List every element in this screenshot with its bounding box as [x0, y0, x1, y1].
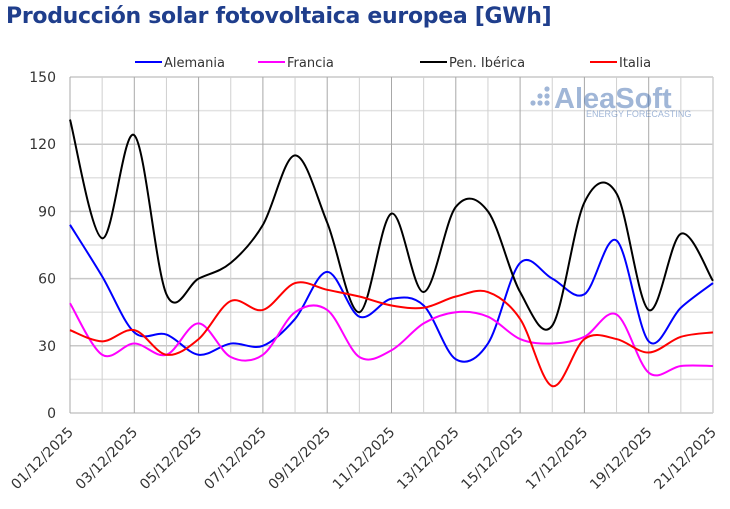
- x-tick-label: 11/12/2025: [330, 425, 398, 493]
- logo-dots-icon: [530, 86, 550, 106]
- y-tick-label: 90: [38, 204, 56, 220]
- x-tick-label: 13/12/2025: [394, 425, 462, 493]
- watermark-brand: AleaSoft: [554, 83, 672, 115]
- x-tick-label: 09/12/2025: [266, 425, 334, 493]
- y-axis: 0 30 60 90 120 150: [29, 70, 56, 422]
- y-tick-label: 60: [38, 272, 56, 288]
- watermark-tagline: ENERGY FORECASTING: [586, 109, 691, 119]
- x-tick-label: 05/12/2025: [137, 425, 205, 493]
- x-axis: 01/12/202503/12/202505/12/202507/12/2025…: [8, 425, 719, 493]
- y-tick-label: 120: [29, 137, 56, 153]
- series-line-pen-ibérica: [69, 119, 714, 331]
- y-tick-label: 150: [29, 70, 56, 86]
- x-tick-label: 19/12/2025: [587, 425, 655, 493]
- legend: Alemania Francia Pen. Ibérica Italia: [135, 56, 651, 71]
- legend-label: Pen. Ibérica: [449, 56, 525, 71]
- y-tick-label: 30: [38, 339, 56, 355]
- legend-label: Italia: [619, 56, 651, 71]
- x-tick-label: 07/12/2025: [201, 425, 269, 493]
- x-tick-label: 17/12/2025: [523, 425, 591, 493]
- x-tick-label: 15/12/2025: [459, 425, 527, 493]
- x-tick-label: 03/12/2025: [73, 425, 141, 493]
- x-tick-label: 21/12/2025: [651, 425, 719, 493]
- grid: [69, 76, 714, 414]
- chart-title: Producción solar fotovoltaica europea [G…: [6, 4, 552, 29]
- series-line-francia: [69, 302, 714, 377]
- x-tick-label: 01/12/2025: [8, 425, 76, 493]
- series-line-italia: [69, 281, 714, 388]
- legend-label: Francia: [287, 56, 334, 71]
- series-lines: [69, 119, 714, 388]
- y-tick-label: 0: [47, 406, 56, 422]
- aleasoft-watermark: AleaSoft ENERGY FORECASTING: [530, 83, 691, 119]
- legend-label: Alemania: [164, 56, 225, 71]
